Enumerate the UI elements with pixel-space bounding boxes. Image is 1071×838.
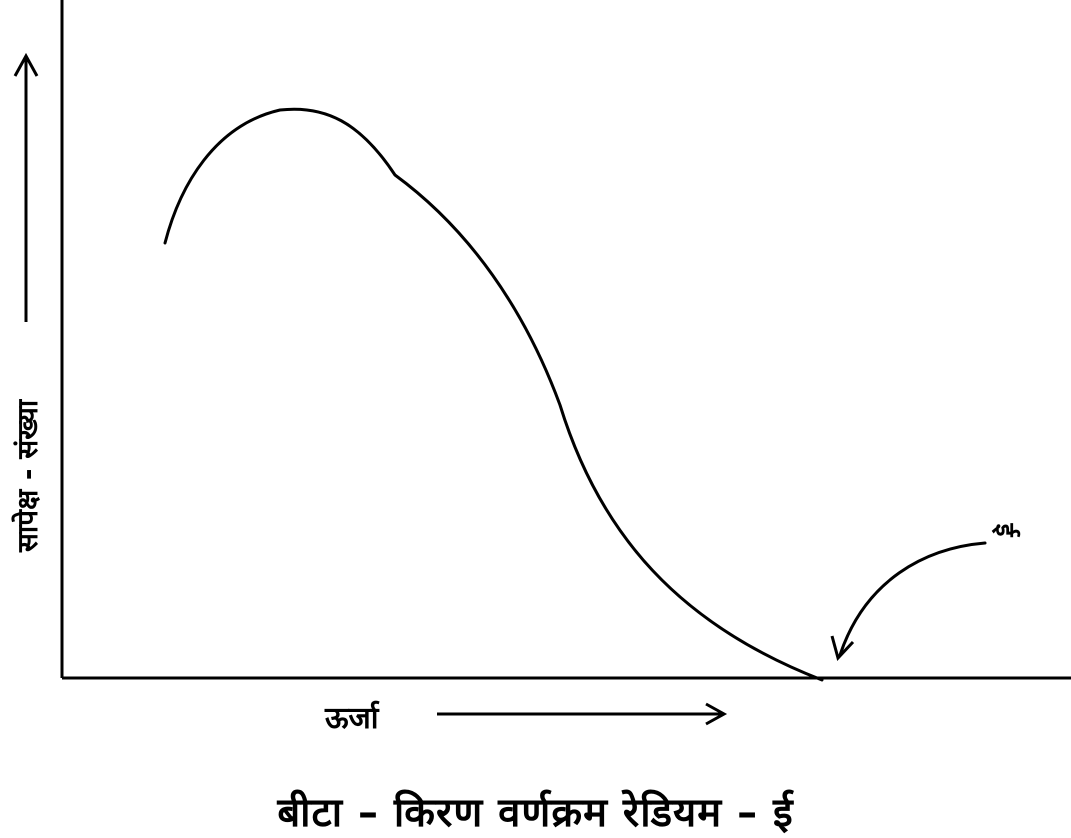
spectrum-curve (163, 107, 824, 682)
diagram-caption: बीटा – किरण वर्णक्रम रेडियम – ई (277, 790, 794, 836)
y-axis-arrow-icon (13, 52, 39, 322)
x-axis-arrow-icon (437, 702, 728, 726)
x-axis-label: ऊर्जा (325, 701, 379, 736)
endpoint-label: ई (989, 523, 1020, 537)
y-axis-label: सापेक्ष - संख्या (11, 399, 44, 552)
endpoint-pointer-arrow-icon (830, 541, 987, 661)
